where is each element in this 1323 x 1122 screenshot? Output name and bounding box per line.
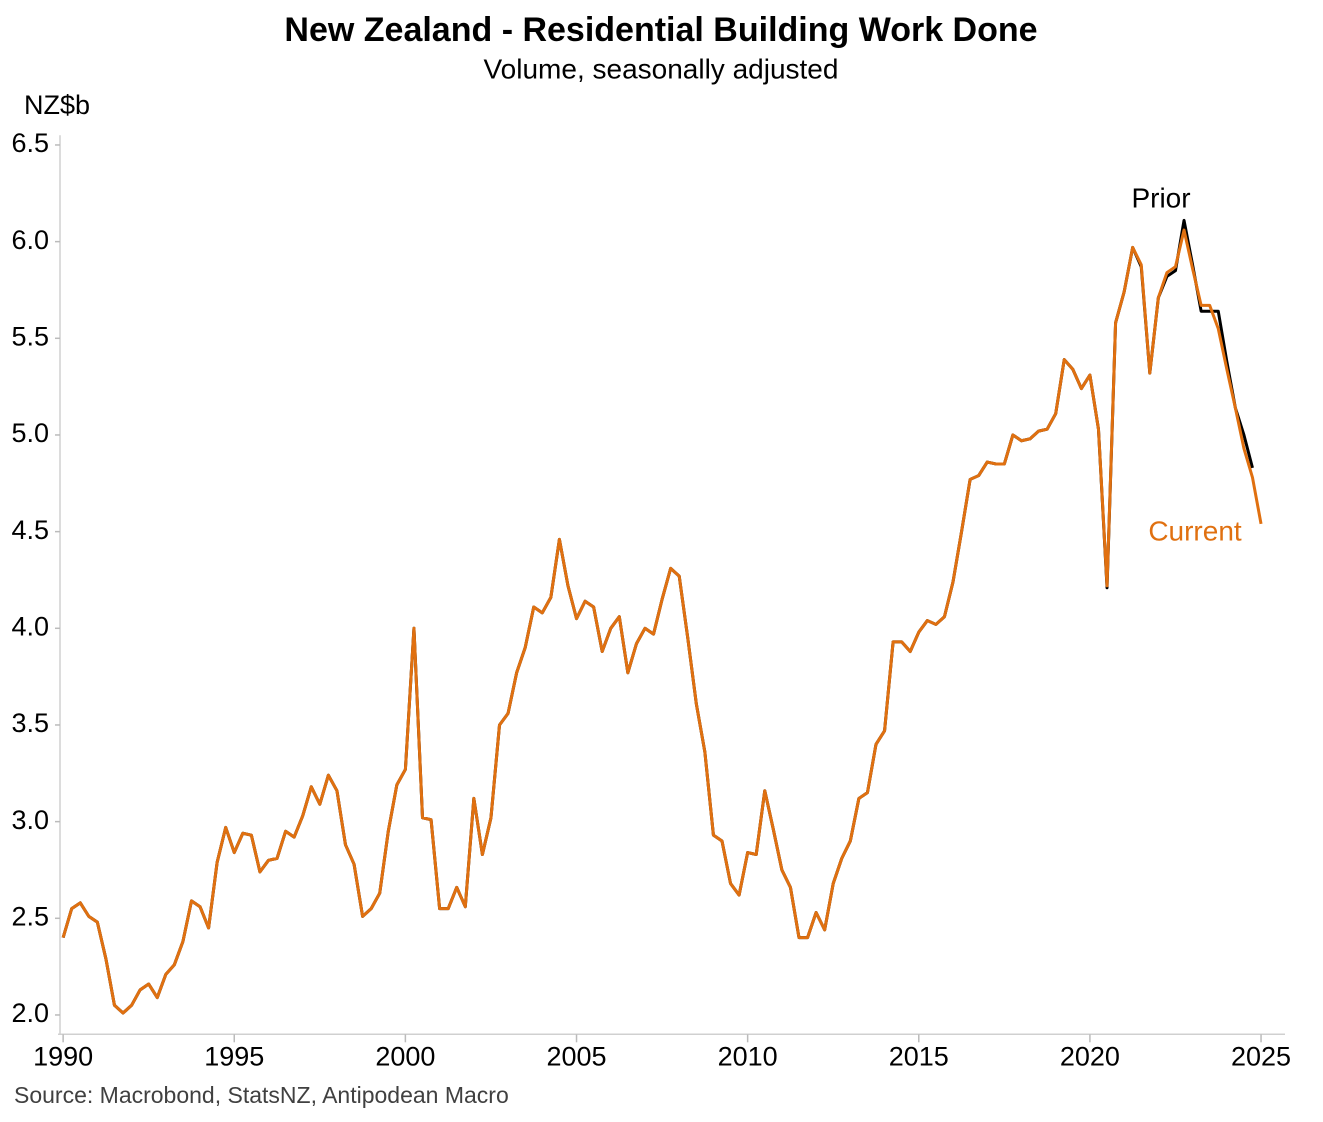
x-tick-label: 2005 xyxy=(546,1041,606,1071)
series-line xyxy=(61,228,1263,1015)
y-tick-label: 5.0 xyxy=(11,418,49,448)
x-tick-label: 2010 xyxy=(718,1041,778,1071)
y-tick-label: 6.0 xyxy=(11,225,49,255)
chart-title: New Zealand - Residential Building Work … xyxy=(284,11,1037,49)
y-axis-label: NZ$b xyxy=(24,90,90,120)
y-tick-label: 4.5 xyxy=(11,515,49,545)
x-tick-label: 1995 xyxy=(204,1041,264,1071)
y-tick-label: 3.5 xyxy=(11,708,49,738)
series-label: Prior xyxy=(1131,182,1190,213)
chart-subtitle: Volume, seasonally adjusted xyxy=(484,53,839,84)
y-tick-label: 4.0 xyxy=(11,611,49,641)
y-tick-label: 6.5 xyxy=(11,128,49,158)
x-tick-label: 2020 xyxy=(1060,1041,1120,1071)
x-tick-label: 2000 xyxy=(375,1041,435,1071)
series-label: Current xyxy=(1148,515,1242,546)
x-tick-label: 1990 xyxy=(33,1041,93,1071)
source-note: Source: Macrobond, StatsNZ, Antipodean M… xyxy=(14,1082,509,1108)
y-tick-label: 5.5 xyxy=(11,321,49,351)
y-tick-label: 2.0 xyxy=(11,998,49,1028)
x-tick-label: 2025 xyxy=(1231,1041,1291,1071)
y-tick-label: 3.0 xyxy=(11,805,49,835)
y-tick-label: 2.5 xyxy=(11,901,49,931)
x-tick-label: 2015 xyxy=(889,1041,949,1071)
